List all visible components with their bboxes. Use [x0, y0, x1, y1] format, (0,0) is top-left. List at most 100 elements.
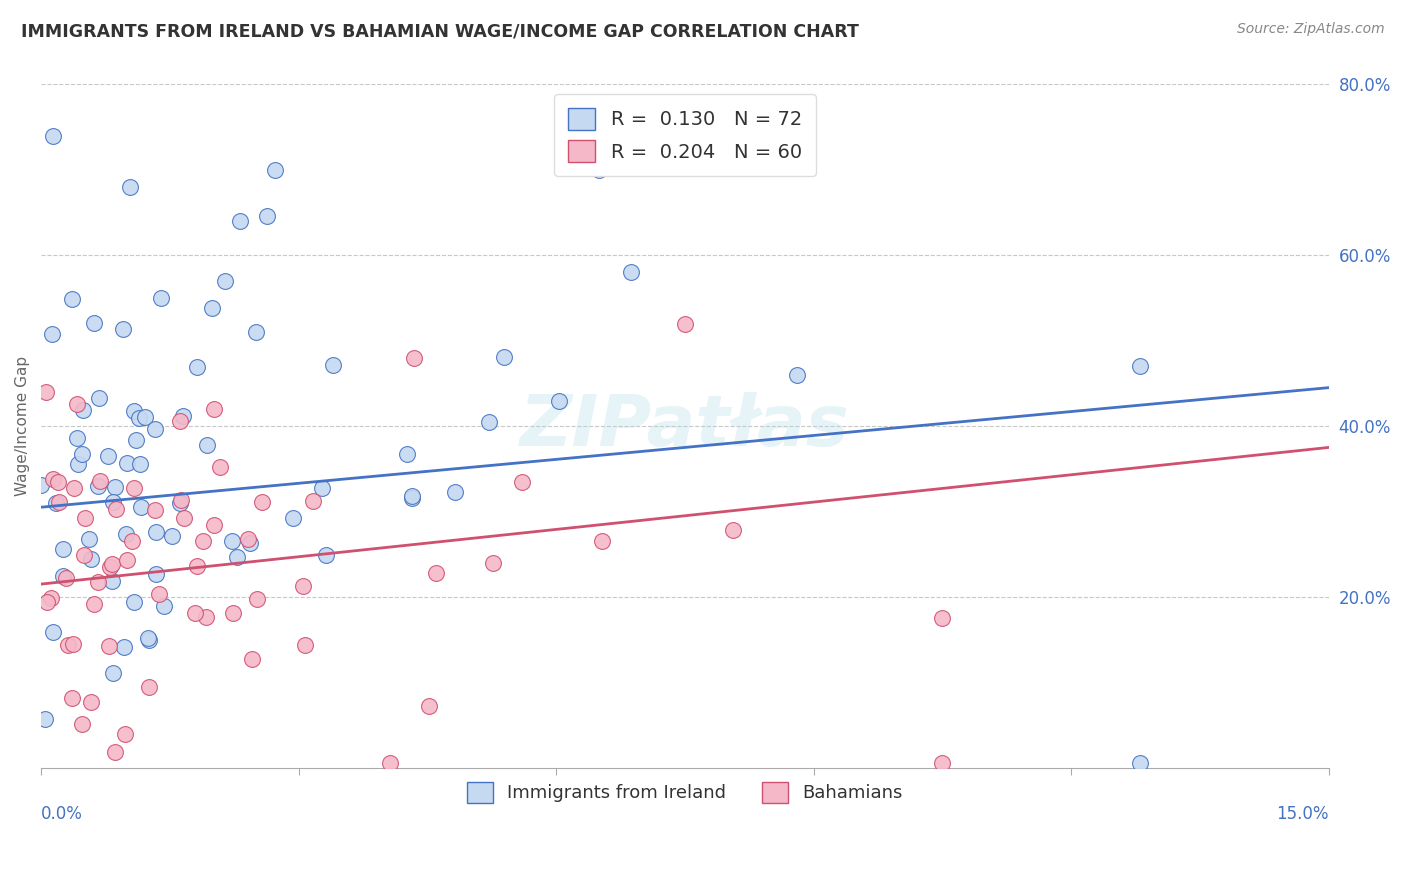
Point — [87, 575, 110, 590]
Point — [162, 529, 184, 543]
Point — [673, 317, 696, 331]
Point — [510, 475, 533, 490]
Point — [121, 533, 143, 548]
Point — [134, 409, 156, 424]
Point — [591, 534, 613, 549]
Point — [401, 489, 423, 503]
Point — [322, 358, 344, 372]
Point — [931, 756, 953, 771]
Point — [931, 611, 953, 625]
Point — [145, 525, 167, 540]
Point — [42, 128, 65, 143]
Point — [39, 591, 62, 605]
Point — [239, 535, 262, 549]
Point — [170, 493, 193, 508]
Point — [149, 291, 172, 305]
Legend: Immigrants from Ireland, Bahamians: Immigrants from Ireland, Bahamians — [460, 774, 910, 810]
Point — [292, 579, 315, 593]
Point — [264, 162, 287, 177]
Point — [124, 595, 146, 609]
Point — [101, 666, 124, 681]
Point — [83, 316, 105, 330]
Point — [80, 552, 103, 566]
Point — [41, 472, 63, 486]
Point — [169, 414, 191, 428]
Point — [315, 548, 337, 562]
Point — [138, 681, 160, 695]
Point — [89, 474, 111, 488]
Point — [145, 422, 167, 436]
Point — [193, 534, 215, 549]
Point — [83, 597, 105, 611]
Point — [482, 556, 505, 570]
Point — [98, 559, 121, 574]
Point — [67, 457, 90, 471]
Point — [97, 449, 120, 463]
Point — [136, 632, 159, 646]
Point — [52, 569, 75, 583]
Point — [195, 438, 218, 452]
Point — [396, 447, 419, 461]
Point — [240, 652, 263, 666]
Point — [45, 496, 67, 510]
Point — [195, 610, 218, 624]
Point — [46, 475, 69, 490]
Point — [548, 393, 571, 408]
Point — [73, 548, 96, 562]
Point — [138, 632, 160, 647]
Point — [236, 532, 259, 546]
Point — [202, 402, 225, 417]
Point — [62, 637, 84, 651]
Point — [66, 397, 89, 411]
Point — [380, 756, 402, 771]
Point — [201, 301, 224, 316]
Point — [169, 496, 191, 510]
Point — [153, 599, 176, 614]
Point — [186, 558, 208, 573]
Text: ZIPatłas: ZIPatłas — [520, 392, 849, 460]
Point — [55, 571, 77, 585]
Point — [786, 368, 808, 382]
Point — [256, 209, 278, 223]
Point — [101, 557, 124, 571]
Point — [145, 567, 167, 582]
Point — [252, 495, 274, 509]
Point — [60, 690, 83, 705]
Point — [281, 510, 304, 524]
Point — [202, 518, 225, 533]
Point — [101, 495, 124, 509]
Point — [97, 639, 120, 653]
Point — [128, 457, 150, 471]
Point — [148, 586, 170, 600]
Point — [87, 479, 110, 493]
Point — [229, 214, 252, 228]
Point — [245, 325, 267, 339]
Point — [401, 491, 423, 505]
Point — [173, 511, 195, 525]
Point — [103, 745, 125, 759]
Point — [494, 351, 516, 365]
Point — [302, 493, 325, 508]
Text: 15.0%: 15.0% — [1277, 805, 1329, 823]
Text: IMMIGRANTS FROM IRELAND VS BAHAMIAN WAGE/INCOME GAP CORRELATION CHART: IMMIGRANTS FROM IRELAND VS BAHAMIAN WAGE… — [21, 22, 859, 40]
Point — [418, 699, 440, 714]
Point — [112, 640, 135, 654]
Point — [56, 638, 79, 652]
Point — [186, 359, 208, 374]
Point — [34, 713, 56, 727]
Point — [294, 638, 316, 652]
Point — [122, 403, 145, 417]
Point — [478, 415, 501, 429]
Point — [100, 574, 122, 589]
Point — [60, 292, 83, 306]
Point — [128, 411, 150, 425]
Text: 0.0%: 0.0% — [41, 805, 83, 823]
Point — [143, 502, 166, 516]
Point — [404, 351, 426, 365]
Point — [80, 695, 103, 709]
Point — [79, 532, 101, 546]
Point — [245, 592, 267, 607]
Point — [226, 550, 249, 565]
Point — [221, 533, 243, 548]
Point — [48, 495, 70, 509]
